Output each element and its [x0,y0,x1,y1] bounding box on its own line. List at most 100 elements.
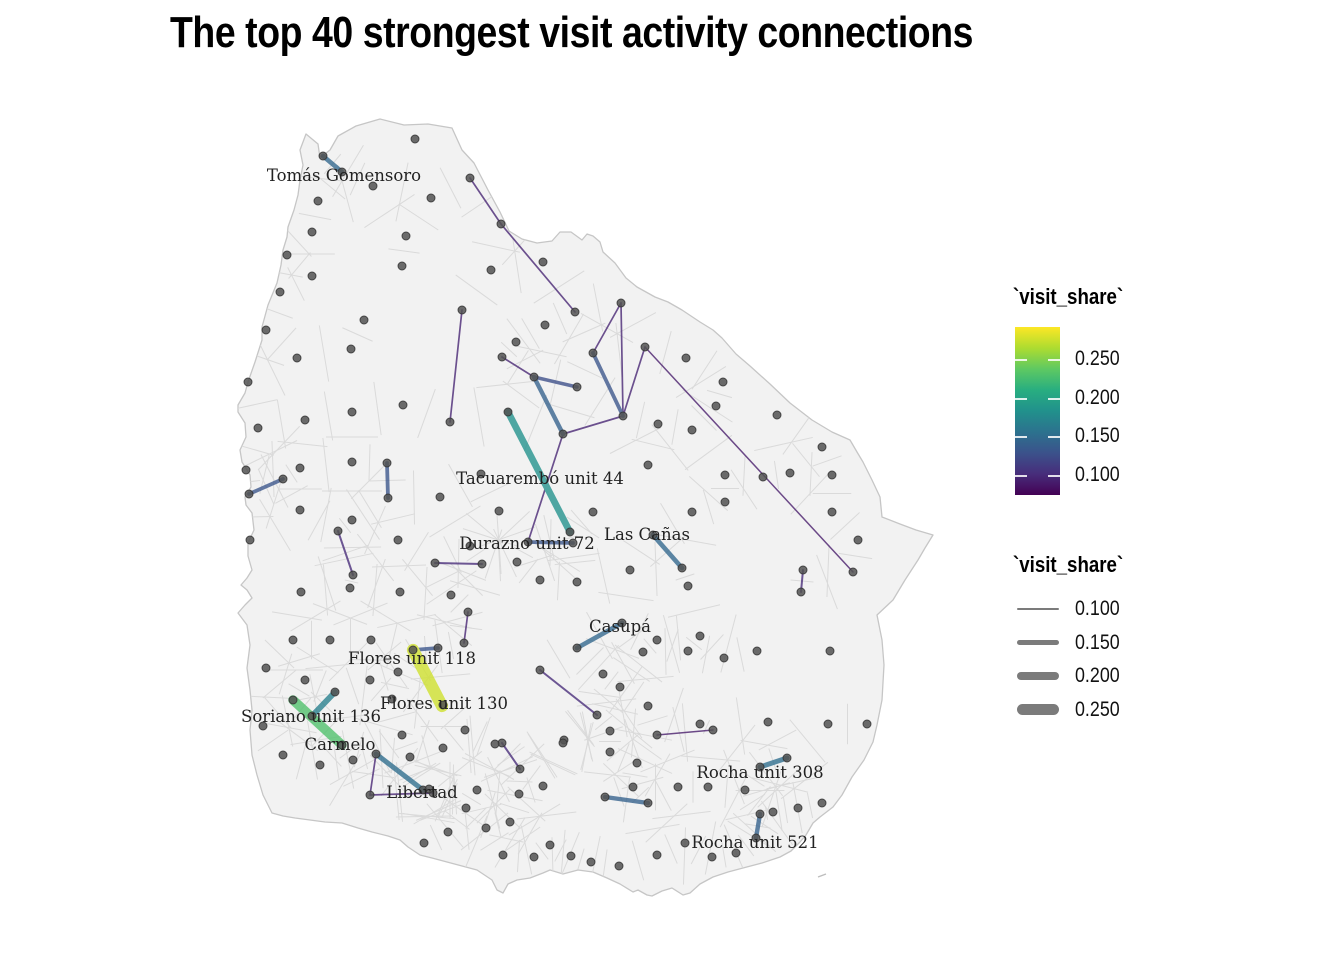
unit-centroid [616,298,626,308]
unit-centroid [511,337,521,347]
unit-centroid [687,507,697,517]
connection-edge [288,695,347,750]
unit-centroid [477,559,487,569]
unit-centroid [288,635,298,645]
connection-edge [592,302,622,354]
unit-centroid [793,803,803,813]
unit-centroid [848,567,858,577]
unit-centroid [512,557,522,567]
connection-edge [406,643,449,713]
unit-centroid [433,643,443,653]
unit-centroid [529,852,539,862]
unit-centroid [371,749,381,759]
unit-centroid [446,590,456,600]
unit-centroid [445,417,455,427]
unit-centroid [408,645,418,655]
unit-centroid [496,219,506,229]
connection-edge [309,689,338,719]
unit-centroid [752,646,762,656]
unit-centroid [307,271,317,281]
colorbar-tick-mark [1048,475,1060,478]
unit-centroid [463,607,473,617]
unit-centroid [288,695,298,705]
unit-centroid [503,407,513,417]
unit-centroid [497,352,507,362]
unit-centroid [558,429,568,439]
unit-centroid [315,760,325,770]
place-label: Las Cañas [604,525,690,544]
connection-edge [531,374,566,437]
connection-edge [501,742,521,770]
unit-centroid [382,458,392,468]
unit-centroid [827,507,837,517]
connection-edge [644,346,854,573]
unit-centroid [514,789,524,799]
connection-edge [539,669,598,716]
unit-centroid [387,694,397,704]
unit-centroid [782,753,792,763]
unit-centroid [325,635,335,645]
place-labels: Tomás Gomensoro Tacuarembó unit 44 Durazno… [241,166,824,852]
unit-centroid [708,725,718,735]
unit-centroid [345,583,355,593]
country-outline [237,118,934,897]
unit-centroid [643,460,653,470]
colorbar-tick-mark [1015,397,1027,400]
unit-centroid [825,646,835,656]
colorbar-tick-label: 0.150 [1075,424,1120,448]
place-label: Rocha unit 521 [691,833,818,852]
size-legend-line-sample [1017,672,1059,680]
unit-centroid [241,465,251,475]
connection-edge [463,611,469,644]
unit-centroid [275,287,285,297]
unit-centroid [572,382,582,392]
connection-edge [620,302,624,417]
unit-centroid [481,823,491,833]
unit-centroid [438,743,448,753]
unit-centroid [695,719,705,729]
unit-centroid [638,647,648,657]
unit-centroid [300,675,310,685]
unit-centroid [292,353,302,363]
size-legend: `visit_share` 0.100 0.150 0.200 0.250 [1013,552,1233,721]
colorbar-tick-mark [1048,397,1060,400]
unit-centroid [459,638,469,648]
unit-centroid [529,372,539,382]
page-title-text: The top 40 strongest visit activity conn… [170,8,974,57]
unit-centroid [300,415,310,425]
unit-centroid [498,850,508,860]
connection-edge [469,177,502,225]
connection-edge [622,346,646,417]
unit-centroid [740,785,750,795]
unit-centroid [278,474,288,484]
unit-centroid [465,541,475,551]
colorbar [1015,327,1060,495]
size-legend-line-sample [1017,704,1059,715]
unit-centroid [383,493,393,503]
unit-centroid [853,535,863,545]
unit-centroid [460,725,470,735]
unit-centroid [731,848,741,858]
place-label: Flores unit 130 [380,694,508,713]
unit-centroid [796,587,806,597]
unit-centroid [438,700,448,710]
coast-mark [817,873,827,878]
colorbar-tick-label: 0.200 [1075,385,1120,409]
place-label: Tacuarembó unit 44 [456,469,624,488]
unit-centroid [817,798,827,808]
page-title: The top 40 strongest visit activity conn… [170,8,1115,58]
colorbar-tick-mark [1015,475,1027,478]
unit-centroid [365,790,375,800]
unit-centroid [395,587,405,597]
place-label: Flores unit 118 [348,649,476,668]
connection-edge [532,375,579,389]
unit-centroid [755,809,765,819]
unit-centroid [490,739,500,749]
unit-centroid [348,570,358,580]
unit-centroid [640,342,650,352]
colorbar-tick-mark [1048,436,1060,439]
unit-centroid [346,344,356,354]
unit-centroid [410,134,420,144]
unit-centroid [711,401,721,411]
